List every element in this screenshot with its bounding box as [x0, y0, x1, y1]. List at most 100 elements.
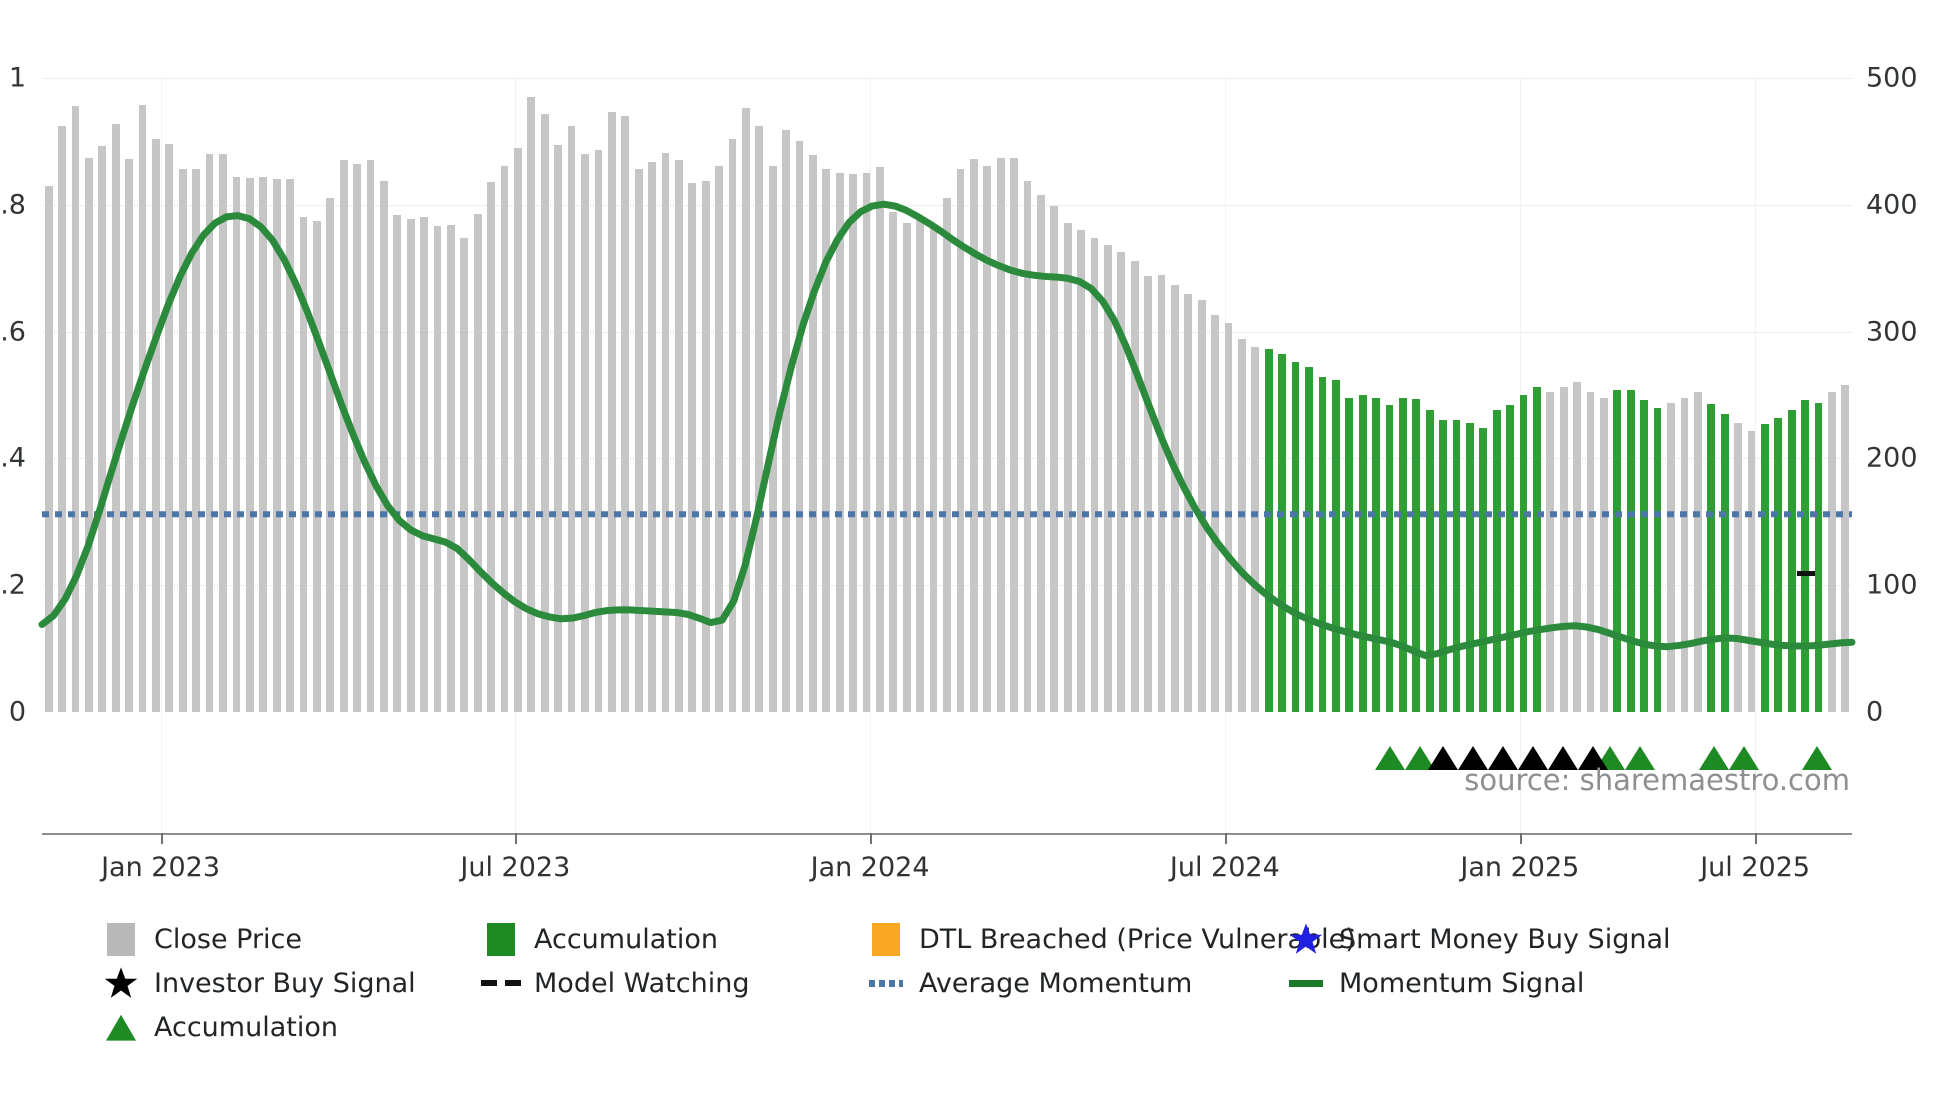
bar	[1077, 230, 1085, 712]
bar	[1104, 245, 1112, 712]
bar	[916, 220, 925, 712]
bar	[165, 143, 174, 712]
bar	[85, 157, 93, 712]
legend-item-dtl-breached-swatch[interactable]: DTL Breached (Price Vulnerable)	[869, 922, 1356, 956]
bar	[393, 214, 402, 712]
legend-item-smart-money-swatch[interactable]: Smart Money Buy Signal	[1289, 922, 1671, 956]
y-tick-left: 0.2	[0, 569, 26, 601]
bar	[1774, 417, 1783, 712]
bar	[1412, 398, 1421, 712]
bar	[1586, 392, 1595, 712]
bar	[795, 141, 804, 712]
legend: Close Price Accumulation DTL Breached (Pri…	[104, 922, 1904, 1054]
signal-marker-row	[42, 736, 1852, 770]
bar	[219, 154, 227, 712]
bar	[433, 226, 442, 712]
bar	[98, 146, 107, 712]
bar	[111, 123, 120, 712]
legend-item-model-watching-swatch[interactable]: Model Watching	[481, 966, 869, 1000]
bar	[1238, 339, 1246, 712]
source-watermark: source: sharemaestro.com	[1464, 763, 1850, 797]
bar	[152, 138, 160, 712]
legend-label: Average Momentum	[919, 967, 1193, 999]
y-tick-left: 0.8	[0, 189, 26, 221]
bar	[969, 159, 978, 712]
y-tick-left: 0.6	[0, 316, 26, 348]
bar	[540, 113, 549, 712]
bar	[1653, 407, 1662, 712]
x-tick-mark	[515, 833, 518, 844]
bar	[1157, 274, 1166, 712]
x-separator	[1755, 78, 1757, 833]
legend-item-accumulation-bar-swatch[interactable]: Accumulation	[484, 922, 869, 956]
bar	[1613, 389, 1622, 712]
bar	[1734, 422, 1742, 712]
legend-label: Model Watching	[534, 967, 750, 999]
legend-row: Close Price Accumulation DTL Breached (Pri…	[104, 922, 1904, 956]
bar	[1023, 180, 1032, 712]
dashed-line-icon	[481, 966, 521, 1000]
line-overlay	[38, 200, 1856, 660]
x-tick-mark	[1755, 833, 1758, 844]
bar	[178, 169, 187, 712]
bar	[1358, 395, 1367, 712]
green-square-icon	[484, 922, 518, 956]
bar	[1546, 392, 1555, 712]
model-watching-dash-marker	[1796, 571, 1815, 577]
bar	[1117, 251, 1126, 712]
bar	[1372, 397, 1380, 712]
legend-label: Close Price	[154, 923, 302, 955]
bar	[192, 169, 201, 712]
bar	[245, 178, 254, 712]
legend-item-momentum-signal-swatch[interactable]: Momentum Signal	[1289, 966, 1584, 1000]
bar	[755, 126, 764, 712]
bar	[473, 213, 482, 712]
legend-item-investor-buy-swatch[interactable]: Investor Buy Signal	[104, 966, 484, 1000]
bar	[621, 116, 630, 712]
y-tick-right: 500	[1866, 62, 1918, 94]
bar	[1452, 420, 1461, 712]
bar	[500, 165, 509, 712]
y-tick-right: 100	[1866, 569, 1918, 601]
bar	[1224, 322, 1233, 712]
bar	[1466, 422, 1474, 712]
x-axis-line	[42, 833, 1852, 835]
bar	[259, 176, 268, 712]
legend-item-close-price-swatch[interactable]: Close Price	[104, 922, 484, 956]
black-star-icon	[104, 966, 138, 1000]
bar	[1667, 402, 1675, 712]
bar	[1479, 427, 1488, 712]
bar	[634, 169, 643, 712]
bar	[312, 221, 321, 712]
accumulation-triangle-marker	[1729, 746, 1760, 770]
legend-item-average-momentum-swatch[interactable]: Average Momentum	[869, 966, 1289, 1000]
bar	[1197, 299, 1206, 712]
investor-buy-triangle-marker	[1427, 746, 1458, 770]
bar	[581, 154, 589, 712]
bar	[715, 165, 723, 712]
plot-area	[38, 78, 1856, 712]
legend-item-accumulation-triangle-swatch[interactable]: Accumulation	[104, 1010, 484, 1044]
bar	[1345, 397, 1354, 712]
bar	[58, 126, 66, 712]
x-tick-label: Jan 2023	[101, 852, 221, 883]
bar	[809, 155, 817, 712]
bar	[1130, 260, 1139, 712]
legend-label: DTL Breached (Price Vulnerable)	[919, 923, 1356, 955]
bar	[876, 166, 884, 712]
investor-buy-triangle-marker	[1547, 746, 1578, 770]
bar	[1398, 397, 1407, 712]
bar	[1010, 157, 1018, 712]
bar	[1063, 222, 1072, 712]
bar	[835, 173, 844, 712]
bar	[567, 126, 576, 712]
y-tick-right: 300	[1866, 316, 1918, 348]
bar	[554, 145, 563, 712]
bar	[889, 212, 898, 712]
bar	[782, 130, 790, 712]
bar	[983, 165, 992, 712]
bar	[1573, 382, 1582, 712]
bar	[232, 176, 241, 712]
bar	[1814, 402, 1823, 712]
x-tick-label: Jul 2024	[1169, 852, 1280, 883]
